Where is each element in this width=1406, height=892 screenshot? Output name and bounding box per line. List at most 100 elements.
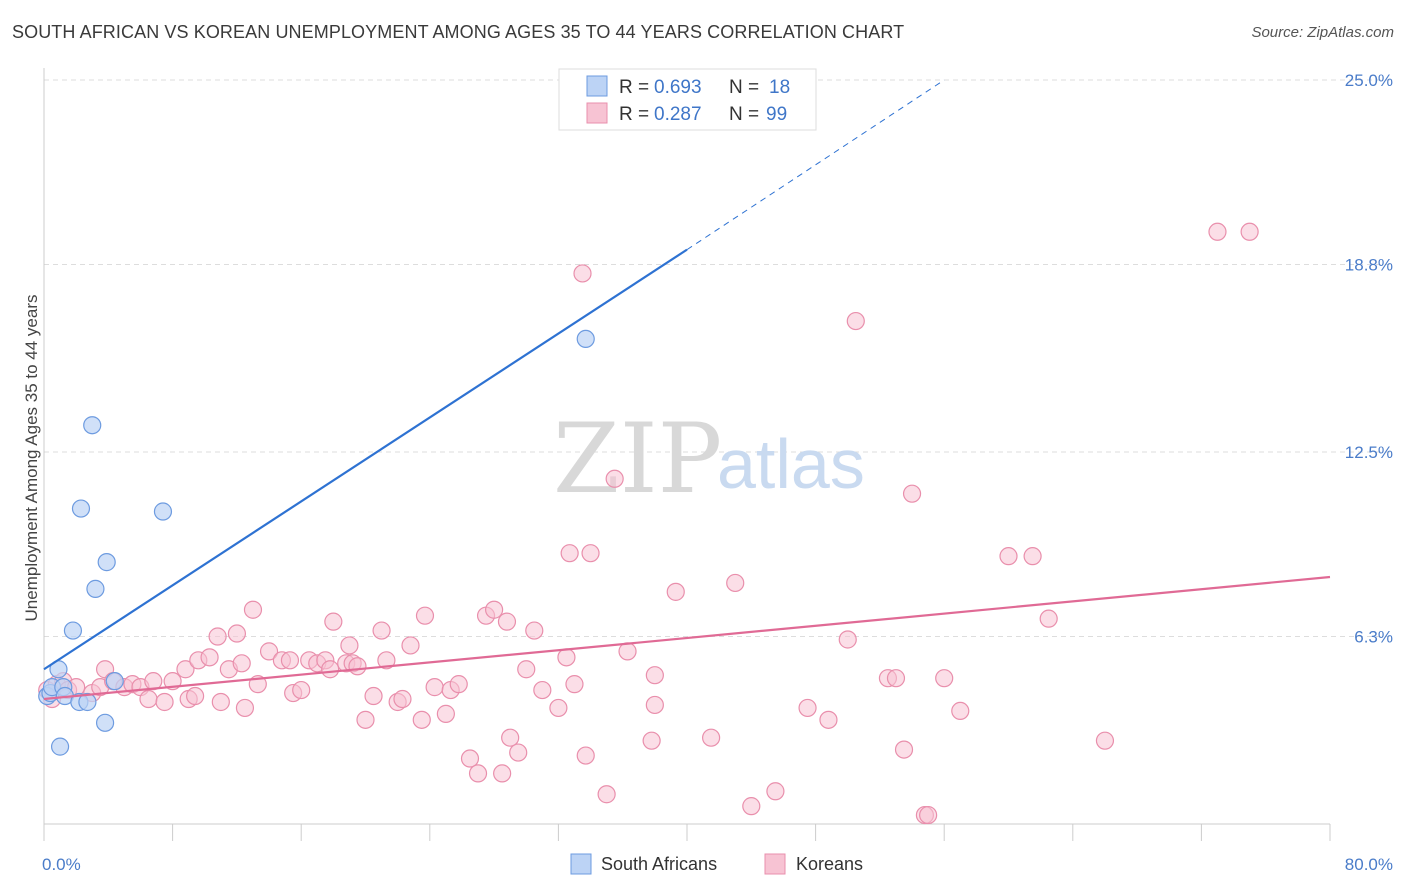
- korean-point: [798, 698, 817, 718]
- korean-point: [200, 648, 219, 667]
- south-african-point: [50, 737, 70, 756]
- korean-point: [1039, 609, 1058, 628]
- korean-point: [324, 612, 343, 631]
- korean-point: [742, 797, 761, 816]
- korean-point: [1023, 547, 1042, 566]
- south-african-point: [83, 416, 102, 435]
- korean-point: [517, 660, 536, 679]
- korean-point: [525, 621, 544, 640]
- korean-point: [642, 731, 661, 750]
- korean-point: [645, 666, 664, 685]
- legend-r-value-0: 0.693: [654, 77, 702, 98]
- y-tick-label: 6.3%: [1354, 628, 1393, 647]
- korean-point: [227, 624, 246, 643]
- korean-point: [565, 675, 584, 694]
- korean-point: [846, 311, 865, 331]
- korean-point: [935, 669, 954, 688]
- korean-trend-line: [43, 575, 1331, 701]
- korean-point: [886, 669, 906, 688]
- korean-point: [819, 710, 838, 729]
- korean-point: [415, 606, 435, 625]
- y-tick-label: 18.8%: [1345, 256, 1393, 275]
- korean-point: [364, 686, 383, 706]
- south-african-trend-line: [43, 248, 688, 671]
- korean-point: [259, 642, 279, 661]
- south-african-points: [38, 329, 595, 756]
- korean-point: [702, 728, 721, 747]
- korean-point: [377, 651, 396, 670]
- korean-point: [155, 692, 174, 712]
- korean-point: [485, 600, 504, 619]
- korean-point: [208, 627, 227, 646]
- y-tick-labels: 6.3% 12.5% 18.8% 25.0%: [1345, 71, 1393, 647]
- trend-lines: [43, 79, 1331, 701]
- korean-point: [581, 544, 600, 563]
- korean-point: [766, 782, 785, 801]
- korean-point: [436, 704, 455, 723]
- korean-point: [460, 749, 480, 768]
- korean-point: [645, 695, 664, 715]
- legend-r-value-1: 0.287: [654, 104, 702, 125]
- legend-n-label-0: N =: [729, 77, 759, 98]
- watermark-zip: ZIP: [553, 403, 722, 515]
- bottom-legend: South Africans Koreans: [570, 853, 863, 875]
- south-african-point: [153, 502, 173, 521]
- korean-point: [509, 743, 528, 762]
- korean-point: [232, 654, 251, 673]
- korean-point: [666, 582, 685, 601]
- korean-point: [372, 621, 391, 640]
- korean-point: [902, 484, 922, 503]
- korean-point: [176, 660, 195, 679]
- korean-point: [292, 680, 311, 700]
- korean-point: [401, 636, 420, 655]
- korean-point: [468, 764, 488, 783]
- south-african-point: [86, 579, 105, 598]
- south-african-point: [71, 499, 91, 518]
- legend-n-value-1: 99: [766, 104, 787, 125]
- korean-point: [726, 573, 745, 593]
- korean-point: [605, 469, 624, 488]
- south-african-point: [576, 329, 595, 349]
- grid-lines: [44, 79, 1393, 638]
- korean-point: [1208, 222, 1227, 241]
- korean-point: [235, 698, 255, 718]
- korean-point: [573, 264, 592, 283]
- south-african-point: [95, 713, 115, 732]
- korean-point: [999, 547, 1018, 566]
- korean-point: [356, 710, 375, 729]
- korean-point: [243, 600, 263, 619]
- korean-point: [321, 660, 340, 679]
- legend-r-label-1: R =: [619, 104, 649, 125]
- korean-point: [449, 675, 468, 694]
- legend-r-label-0: R =: [619, 77, 649, 98]
- south-african-trend-extension: [686, 79, 945, 251]
- y-tick-label: 12.5%: [1345, 443, 1393, 462]
- bottom-legend-koreans: Koreans: [796, 854, 863, 874]
- korean-point: [549, 698, 568, 718]
- korean-point: [186, 686, 205, 706]
- korean-point: [557, 648, 576, 667]
- korean-point: [348, 657, 367, 676]
- korean-point: [576, 746, 595, 765]
- south-african-point: [63, 621, 83, 640]
- korean-point: [1095, 731, 1115, 750]
- korean-point: [1240, 222, 1259, 241]
- x-tick-labels: 0.0% 80.0%: [42, 855, 1393, 874]
- korean-point: [618, 642, 637, 661]
- korean-point: [951, 701, 970, 721]
- korean-point: [412, 710, 431, 729]
- korean-point: [838, 630, 857, 649]
- korean-point: [280, 651, 300, 670]
- south-african-point: [78, 692, 97, 712]
- legend-n-value-0: 18: [769, 77, 790, 98]
- bottom-legend-swatch-pink: [764, 853, 786, 875]
- bottom-legend-south-africans: South Africans: [601, 854, 717, 874]
- x-tick-max: 80.0%: [1345, 855, 1393, 874]
- watermark-atlas: atlas: [717, 425, 865, 503]
- legend: R = 0.693 N = 18 R = 0.287 N = 99: [558, 68, 817, 131]
- korean-point: [497, 612, 517, 631]
- korean-point: [393, 689, 412, 709]
- watermark: ZIP atlas: [553, 403, 865, 515]
- y-tick-label: 25.0%: [1345, 71, 1393, 90]
